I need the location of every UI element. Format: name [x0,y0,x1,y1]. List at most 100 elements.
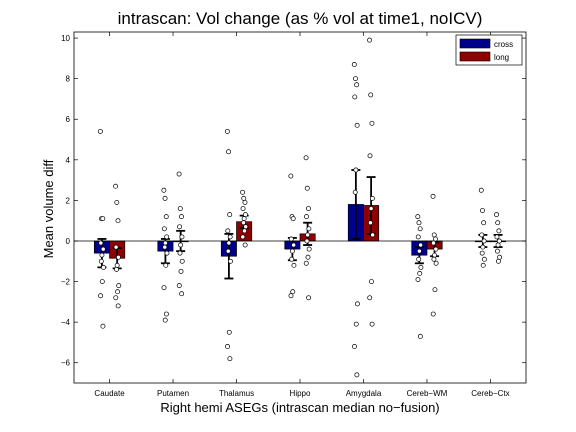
data-point-cross-3-2 [290,216,296,222]
data-point-cross-4-3 [352,94,358,100]
data-point-cross-4-6 [352,189,358,195]
data-point-long-5-1 [431,232,437,238]
data-point-long-0-1 [114,199,120,205]
data-point-cross-4-2 [354,82,360,88]
data-point-long-0-4 [115,254,121,260]
data-point-long-1-8 [178,268,184,274]
data-point-long-5-0 [430,193,436,199]
data-point-long-6-6 [494,248,500,254]
y-tick-label-4: 4 [66,156,71,165]
data-point-long-4-7 [370,232,376,238]
data-point-long-4-2 [369,120,375,126]
data-point-cross-6-3 [479,232,485,238]
data-point-long-0-10 [115,303,121,309]
data-point-cross-1-8 [163,262,169,268]
data-point-long-3-3 [304,214,309,220]
y-tick-label--6: −6 [61,359,71,368]
data-point-long-6-3 [494,234,500,240]
data-point-long-5-8 [432,287,438,293]
data-point-cross-5-8 [417,270,423,276]
data-point-cross-5-9 [415,277,421,282]
data-point-cross-5-10 [417,333,423,339]
data-point-cross-4-9 [352,344,357,349]
y-axis-label: Mean volume diff [41,159,56,258]
data-point-long-0-0 [113,183,119,189]
data-point-cross-5-0 [415,214,421,220]
x-tick-label-6: Cereb−Ctx [471,389,509,398]
data-point-long-1-10 [179,291,185,297]
data-point-cross-2-6 [225,248,231,254]
data-point-long-5-4 [433,246,439,252]
data-point-long-4-3 [367,153,373,159]
data-point-cross-3-5 [289,248,295,254]
data-point-cross-4-0 [351,62,357,67]
data-point-long-1-3 [177,224,183,230]
data-point-long-2-0 [240,189,246,195]
data-point-cross-5-4 [418,242,424,248]
data-point-cross-2-9 [225,344,230,349]
data-point-long-4-0 [367,37,372,43]
data-point-cross-0-4 [100,246,106,252]
data-point-cross-3-4 [291,242,297,248]
data-point-cross-1-9 [161,285,167,291]
data-point-long-2-4 [242,212,248,218]
data-point-cross-6-2 [481,220,487,226]
data-point-cross-4-10 [354,372,360,378]
data-point-long-1-9 [176,283,182,289]
data-point-long-0-9 [113,295,119,301]
data-point-long-4-9 [367,295,373,301]
data-point-long-4-1 [368,92,374,98]
data-point-cross-3-3 [288,236,294,242]
axes-layer: −6 −4 −2 0 2 4 6 8 10 Caudate Putamen Thalamus Hippo… [61,31,527,398]
data-point-cross-3-7 [291,262,297,268]
y-tick-label--4: −4 [61,318,71,327]
x-tick-label-3: Hippo [290,389,311,398]
data-point-long-1-7 [179,258,185,264]
data-point-cross-5-3 [415,234,421,240]
data-point-long-5-3 [431,240,436,246]
data-point-cross-0-6 [98,258,104,264]
data-point-cross-5-6 [416,256,422,262]
data-point-cross-2-8 [226,329,232,335]
data-point-cross-6-4 [481,238,487,244]
data-point-cross-1-4 [164,234,170,240]
data-point-cross-2-3 [225,228,231,234]
data-point-cross-1-7 [164,250,170,256]
data-point-cross-0-3 [98,240,104,246]
points-layer [97,37,503,378]
data-point-cross-0-9 [98,293,104,299]
data-point-cross-2-10 [227,356,233,362]
x-tick-label-0: Caudate [94,389,125,398]
data-point-long-3-4 [306,226,312,232]
data-point-cross-5-1 [416,220,422,226]
data-point-cross-5-5 [416,248,422,254]
data-point-cross-2-4 [227,234,233,240]
data-point-long-3-10 [306,295,312,301]
data-point-cross-6-5 [480,244,486,250]
data-point-long-3-0 [303,155,309,161]
data-point-cross-1-6 [162,244,168,250]
data-point-cross-2-7 [228,258,233,264]
data-point-long-4-8 [369,279,374,285]
data-point-cross-4-7 [354,301,360,307]
data-point-long-1-5 [178,242,184,248]
data-point-cross-3-8 [290,289,296,295]
data-point-long-3-6 [304,238,310,244]
legend-label-long: long [494,53,509,62]
data-point-long-1-1 [177,206,183,211]
data-point-long-6-8 [495,258,501,264]
data-point-long-1-0 [176,171,182,177]
data-point-cross-2-2 [227,212,233,218]
data-point-long-0-2 [115,218,121,224]
data-point-long-4-5 [368,206,374,211]
data-point-long-3-1 [304,185,310,191]
data-point-long-2-5 [241,216,247,222]
data-point-long-3-5 [305,232,311,238]
data-point-long-4-6 [368,220,373,226]
data-point-long-6-5 [495,242,501,248]
data-point-cross-0-10 [100,323,106,329]
data-point-cross-4-4 [354,122,360,128]
data-point-long-4-4 [369,195,375,201]
data-point-cross-1-3 [161,226,167,232]
